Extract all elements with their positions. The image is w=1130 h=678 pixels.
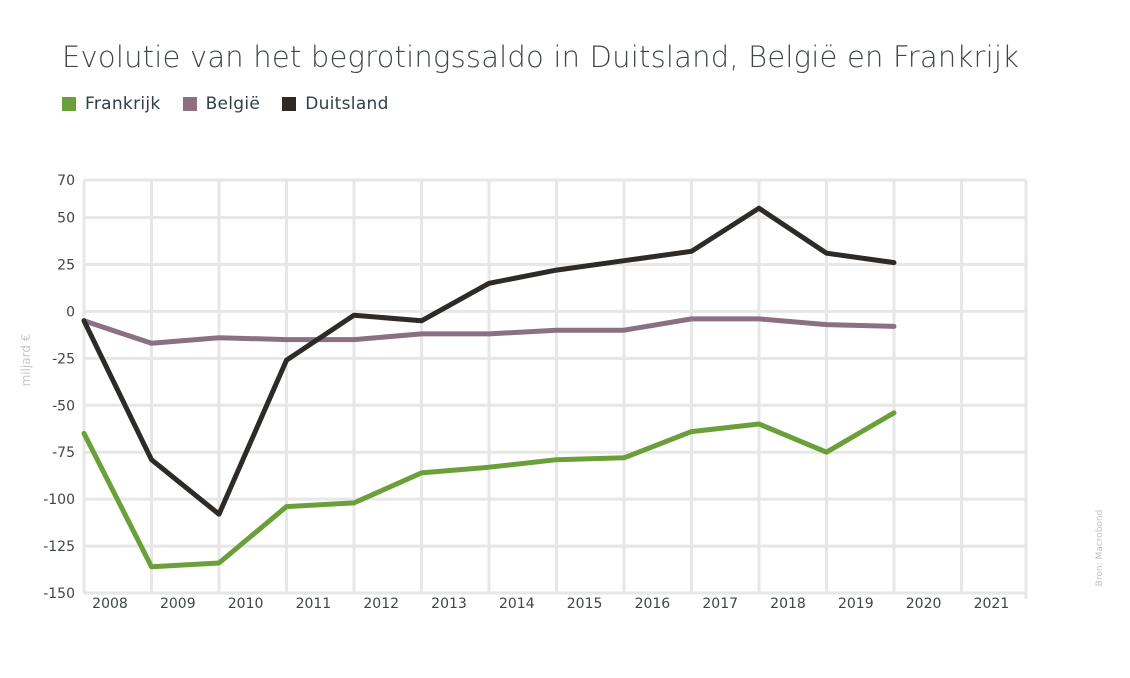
series-line-belgi xyxy=(81,316,897,346)
x-tick-label: 2017 xyxy=(702,596,738,612)
y-tick-label: 0 xyxy=(66,304,75,320)
legend: Frankrijk België Duitsland xyxy=(62,94,389,114)
legend-item-belgie: België xyxy=(182,94,261,114)
legend-swatch-frankrijk xyxy=(62,97,76,111)
series-line-duitsland xyxy=(81,205,897,517)
y-tick-label: 25 xyxy=(57,257,75,273)
legend-label-duitsland: Duitsland xyxy=(305,94,389,114)
x-tick-label: 2016 xyxy=(635,596,671,612)
x-tick-label: 2015 xyxy=(567,596,603,612)
x-tick-label: 2010 xyxy=(228,596,264,612)
x-tick-label: 2008 xyxy=(92,596,128,612)
x-tick-label: 2014 xyxy=(499,596,535,612)
x-tick-label: 2018 xyxy=(770,596,806,612)
y-tick-label: -75 xyxy=(52,445,75,461)
x-tick-label: 2013 xyxy=(431,596,467,612)
y-tick-label: -25 xyxy=(52,351,75,367)
grid xyxy=(82,178,1028,599)
legend-label-frankrijk: Frankrijk xyxy=(85,94,161,114)
x-axis-ticks: 2008 2009 2010 2011 2012 2013 2014 2015 2016 2017… xyxy=(92,596,1009,612)
x-tick-label: 2020 xyxy=(906,596,942,612)
y-tick-label: -50 xyxy=(52,398,75,414)
legend-swatch-belgie xyxy=(182,97,197,111)
y-tick-label: -100 xyxy=(43,492,75,508)
source-note: Bron: Macrobond xyxy=(1095,510,1105,587)
chart-title: Evolutie van het begrotingssaldo in Duit… xyxy=(62,40,1020,74)
legend-item-duitsland: Duitsland xyxy=(282,94,389,114)
legend-swatch-duitsland xyxy=(282,97,297,111)
x-tick-label: 2009 xyxy=(160,596,196,612)
y-axis-ticks: 70 50 25 0 -25 -50 -75 -100 -125 -150 xyxy=(43,173,75,602)
y-axis-label: miljard € xyxy=(19,334,33,387)
y-tick-label: 70 xyxy=(57,173,75,189)
legend-label-belgie: België xyxy=(205,94,261,114)
y-tick-label: 50 xyxy=(57,211,75,227)
x-tick-label: 2011 xyxy=(296,596,332,612)
x-tick-label: 2019 xyxy=(838,596,874,612)
y-tick-label: -125 xyxy=(43,539,75,555)
series-line-frankrijk xyxy=(81,410,897,570)
legend-item-frankrijk: Frankrijk xyxy=(62,94,161,114)
x-tick-label: 2021 xyxy=(974,596,1010,612)
x-tick-label: 2012 xyxy=(363,596,399,612)
y-tick-label: -150 xyxy=(43,586,75,602)
series-lines xyxy=(81,205,897,570)
